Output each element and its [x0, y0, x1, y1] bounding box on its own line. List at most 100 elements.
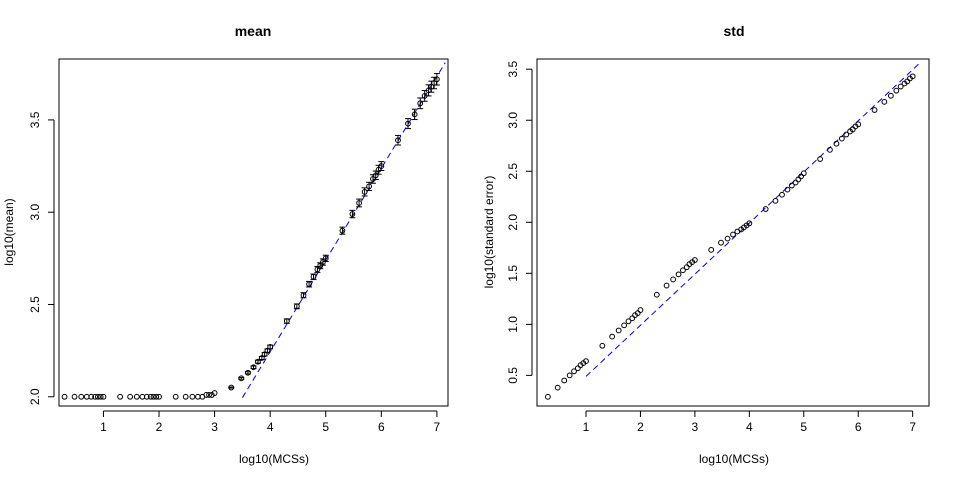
std-data-point — [599, 342, 606, 349]
std-x-tick-label: 3 — [692, 420, 699, 434]
std-data-point — [855, 121, 862, 128]
std-x-tick-label: 7 — [909, 420, 916, 434]
std-data-point — [629, 315, 636, 322]
std-x-tick-label: 6 — [855, 420, 862, 434]
mean-data-point — [71, 393, 78, 400]
std-data-point — [779, 191, 785, 198]
mean-data-point — [306, 281, 312, 288]
std-data-point — [843, 131, 850, 138]
std-data-point — [680, 267, 686, 274]
std-data-point — [887, 92, 894, 99]
std-data-point — [772, 197, 779, 204]
mean-data-point — [153, 393, 160, 400]
std-data-point — [683, 264, 690, 271]
std-data-point — [609, 333, 616, 340]
std-data-point — [637, 307, 644, 313]
std-data-point — [871, 107, 878, 113]
mean-data-point — [405, 120, 411, 127]
std-plot-area — [544, 61, 922, 400]
std-panel: std log10(MCSs) log10(standard error) 1 2… — [482, 23, 930, 466]
mean-data-point — [156, 393, 162, 400]
std-data-point — [621, 322, 628, 329]
std-data-point — [670, 276, 677, 283]
std-x-tick-label: 1 — [583, 420, 590, 434]
std-y-axis-label: log10(standard error) — [482, 176, 496, 289]
mean-x-tick-label: 5 — [322, 420, 329, 434]
mean-data-point — [133, 393, 140, 400]
mean-data-point — [88, 393, 95, 400]
std-y-tick-label: 3.5 — [506, 61, 520, 78]
std-data-point — [554, 384, 561, 391]
mean-data-point — [417, 100, 424, 107]
mean-data-point — [172, 393, 179, 400]
mean-data-point — [314, 266, 321, 273]
mean-data-point — [189, 393, 196, 400]
std-data-point — [833, 140, 840, 147]
mean-data-point — [411, 111, 418, 118]
mean-data-point — [228, 384, 235, 391]
mean-data-point — [378, 163, 385, 169]
std-x-axis: 1 2 3 4 5 6 7 — [583, 410, 916, 434]
mean-x-tick-label: 6 — [378, 420, 385, 434]
mean-data-point — [143, 393, 150, 400]
std-data-point — [827, 146, 833, 153]
mean-data-point — [238, 375, 245, 382]
std-data-point — [881, 98, 888, 105]
mean-x-tick-label: 1 — [100, 420, 107, 434]
mean-x-axis: 1 2 3 4 5 6 7 — [100, 410, 441, 434]
mean-data-point — [211, 390, 218, 396]
mean-data-point — [61, 393, 68, 400]
std-y-tick-label: 3.0 — [506, 112, 520, 129]
mean-data-point — [317, 262, 324, 269]
mean-x-tick-label: 2 — [156, 420, 163, 434]
std-data-point — [762, 206, 769, 212]
std-data-point — [792, 179, 799, 186]
std-data-point — [718, 239, 724, 246]
std-y-tick-label: 1.5 — [506, 265, 520, 282]
mean-data-point — [366, 183, 372, 190]
mean-data-point — [283, 318, 290, 324]
std-data-point — [730, 231, 736, 238]
std-data-point — [561, 377, 568, 384]
mean-fit-line — [241, 62, 446, 398]
mean-data-point — [245, 369, 251, 376]
mean-data-point — [206, 392, 212, 398]
mean-x-tick-label: 4 — [267, 420, 274, 434]
mean-data-point — [372, 172, 379, 179]
std-y-tick-label: 1.0 — [506, 316, 520, 333]
std-data-point — [788, 182, 795, 189]
std-data-point — [663, 282, 670, 289]
mean-data-point — [92, 393, 99, 400]
std-data-point — [784, 186, 791, 193]
mean-panel: mean log10(MCSs) log10(mean) 1 2 3 4 5 6 7 2.0… — [2, 23, 449, 466]
std-data-point — [909, 73, 916, 80]
mean-data-point — [322, 255, 329, 262]
mean-data-point — [264, 347, 271, 354]
mean-y-tick-label: 2.5 — [28, 296, 42, 313]
std-data-point — [675, 271, 682, 278]
std-data-point — [653, 291, 660, 298]
std-data-point — [566, 372, 573, 379]
std-data-point — [574, 365, 581, 372]
std-x-axis-label: log10(MCSs) — [699, 452, 769, 466]
std-data-point — [893, 87, 900, 94]
std-data-point — [817, 156, 824, 162]
std-plot-frame — [536, 58, 930, 407]
mean-data-point — [300, 292, 307, 299]
std-x-tick-label: 5 — [800, 420, 807, 434]
mean-data-point — [433, 76, 440, 83]
mean-plot-frame — [58, 58, 449, 407]
std-data-point — [838, 135, 845, 142]
mean-data-point — [78, 393, 85, 400]
mean-data-point — [95, 393, 101, 400]
std-y-tick-label: 0.5 — [506, 367, 520, 384]
std-data-point — [708, 246, 715, 253]
mean-data-point — [150, 393, 157, 400]
mean-data-point — [320, 259, 326, 265]
mean-x-tick-label: 7 — [434, 420, 441, 434]
mean-data-point — [361, 188, 368, 195]
std-y-axis: 0.5 1.0 1.5 2.0 2.5 3.0 3.5 — [506, 61, 533, 384]
std-fit-line — [585, 61, 922, 377]
std-title: std — [724, 23, 745, 39]
